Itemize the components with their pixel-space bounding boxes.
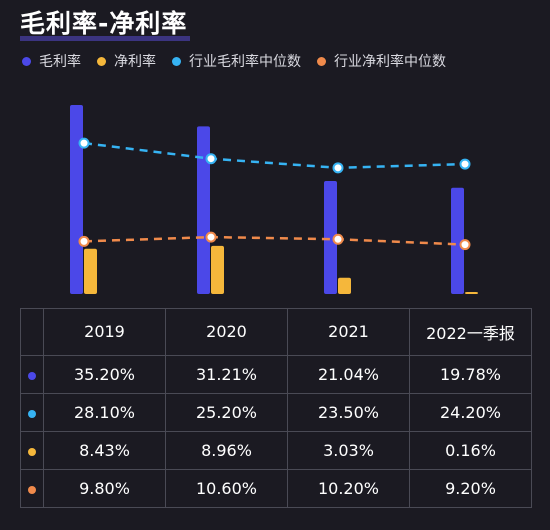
table-row-marker <box>20 430 44 470</box>
table-cell: 31.21% <box>165 354 288 394</box>
point-industry-net-3 <box>459 239 471 251</box>
row-color-dot <box>28 371 36 380</box>
table-corner-cell <box>20 308 44 356</box>
table-cell: 9.80% <box>43 468 166 509</box>
table-header-cell: 2019 <box>43 308 166 356</box>
table-row: 8.43% 8.96% 3.03% 0.16% <box>20 430 532 470</box>
legend-label-gross: 毛利率 <box>39 54 81 70</box>
table-header-row: 2019 2020 2021 2022一季报 <box>20 308 532 356</box>
row-color-dot <box>28 409 36 418</box>
table-cell: 28.10% <box>43 392 166 432</box>
table-row: 35.20% 31.21% 21.04% 19.78% <box>20 354 532 394</box>
bar-gross-0 <box>70 105 83 294</box>
legend-marker-industry-net <box>317 56 326 66</box>
table-header-cell: 2021 <box>287 308 410 356</box>
bar-net-3 <box>465 292 478 294</box>
table-cell: 0.16% <box>409 430 532 470</box>
point-industry-gross-2 <box>332 162 344 174</box>
table-cell: 35.20% <box>43 354 166 394</box>
legend-marker-industry-gross <box>172 56 181 66</box>
table-row-marker <box>20 392 44 432</box>
table-row: 9.80% 10.60% 10.20% 9.20% <box>20 468 532 509</box>
point-industry-gross-1 <box>205 153 217 165</box>
legend-marker-net <box>97 56 106 66</box>
line-industry-gross <box>83 141 466 170</box>
table-cell: 8.96% <box>165 430 288 470</box>
table-cell: 24.20% <box>409 392 532 432</box>
table-header-cell: 2022一季报 <box>409 308 532 356</box>
table-row-marker <box>20 468 44 509</box>
bar-net-0 <box>84 248 97 294</box>
point-industry-net-1 <box>205 231 217 243</box>
table-cell: 9.20% <box>409 468 532 509</box>
legend-marker-gross <box>22 56 31 66</box>
point-industry-net-2 <box>332 233 344 245</box>
chart-plot <box>70 105 478 294</box>
legend-item-industry-gross: 行业毛利率中位数 <box>172 51 301 71</box>
legend: 毛利率 净利率 行业毛利率中位数 行业净利率中位数 <box>22 50 462 72</box>
data-table: 2019 2020 2021 2022一季报 35.20% 31.21% 21.… <box>20 308 532 509</box>
table-cell: 19.78% <box>409 354 532 394</box>
table-cell: 21.04% <box>287 354 410 394</box>
legend-item-gross: 毛利率 <box>22 51 81 71</box>
point-industry-gross-3 <box>459 158 471 170</box>
legend-item-net: 净利率 <box>97 51 156 71</box>
legend-item-industry-net: 行业净利率中位数 <box>317 51 446 71</box>
table-row-marker <box>20 354 44 394</box>
title-underline <box>20 36 190 41</box>
table-header-cell: 2020 <box>165 308 288 356</box>
bar-gross-2 <box>324 181 337 294</box>
point-industry-net-0 <box>78 235 90 247</box>
chart-title: 毛利率-净利率 <box>20 9 188 38</box>
table-cell: 10.20% <box>287 468 410 509</box>
line-industry-net <box>83 235 466 246</box>
row-color-dot <box>28 485 36 494</box>
bar-net-2 <box>338 277 351 294</box>
table-row: 28.10% 25.20% 23.50% 24.20% <box>20 392 532 432</box>
table-cell: 23.50% <box>287 392 410 432</box>
point-industry-gross-0 <box>78 137 90 149</box>
table-cell: 10.60% <box>165 468 288 509</box>
table-cell: 3.03% <box>287 430 410 470</box>
bar-gross-1 <box>197 126 210 294</box>
bar-net-1 <box>211 245 224 294</box>
legend-label-industry-gross: 行业毛利率中位数 <box>189 54 301 70</box>
table-cell: 25.20% <box>165 392 288 432</box>
row-color-dot <box>28 447 36 456</box>
table-cell: 8.43% <box>43 430 166 470</box>
bar-gross-3 <box>451 187 464 294</box>
legend-label-net: 净利率 <box>114 54 156 70</box>
legend-label-industry-net: 行业净利率中位数 <box>334 54 446 70</box>
